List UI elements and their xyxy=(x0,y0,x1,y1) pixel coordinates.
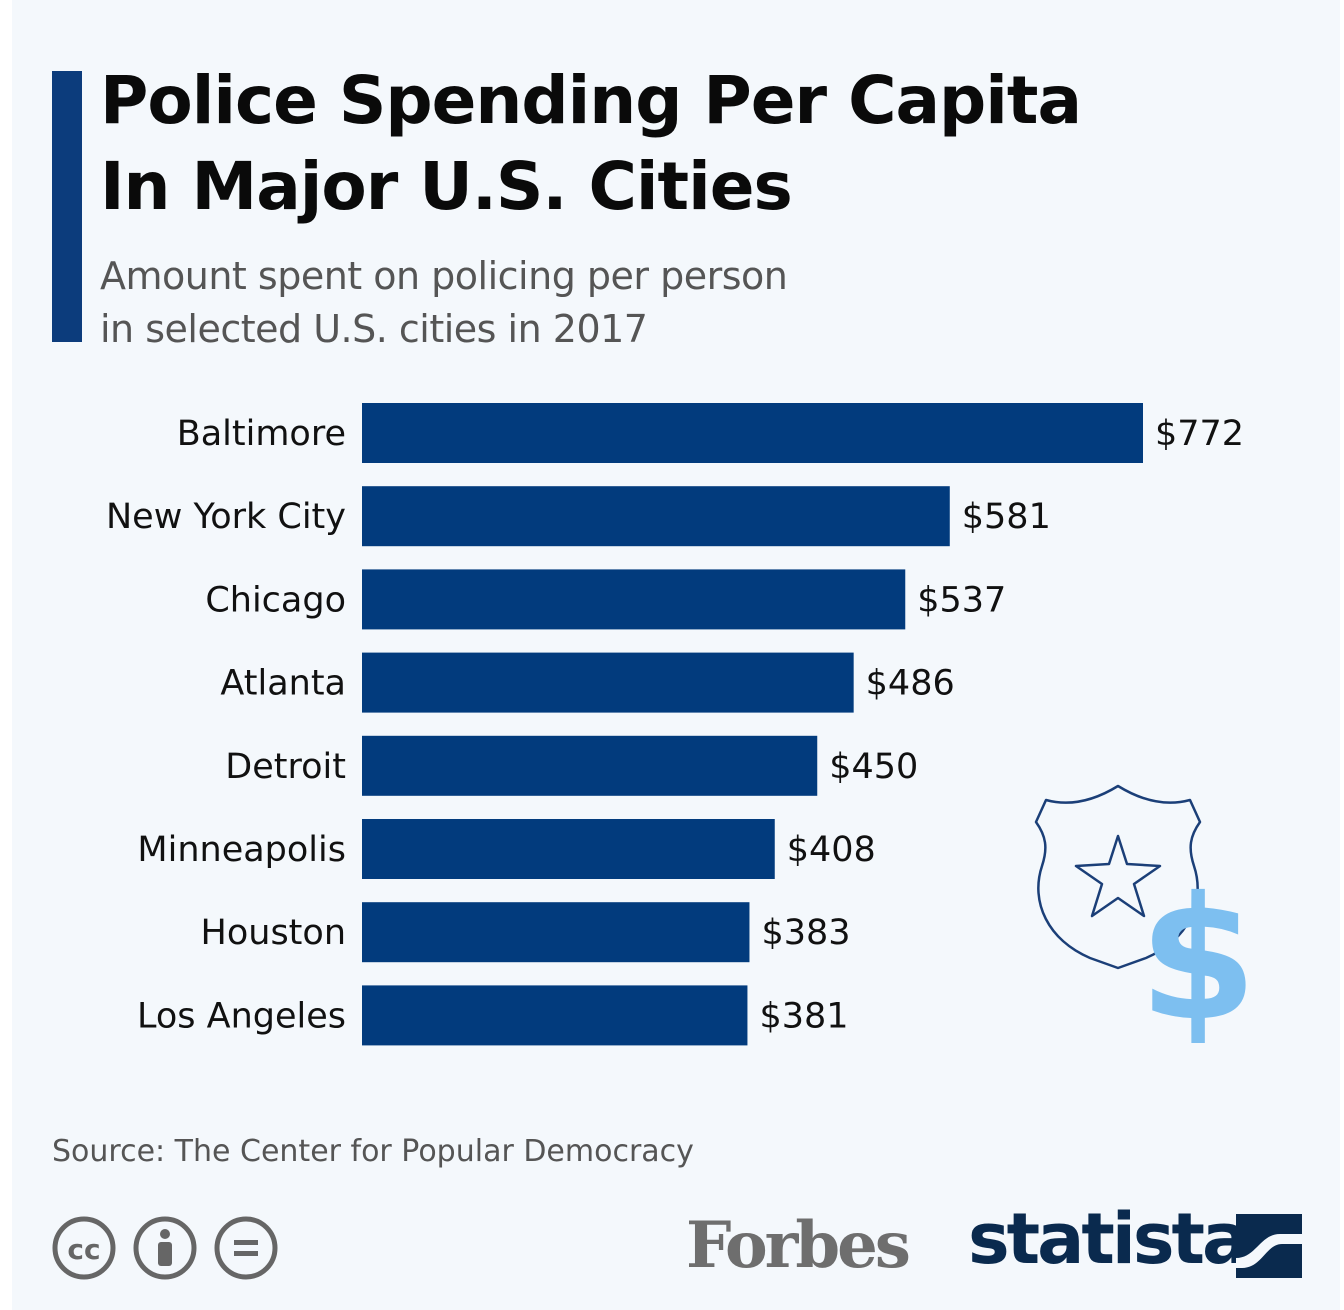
bar-atlanta xyxy=(362,652,854,713)
bar-new-york-city xyxy=(362,486,950,547)
category-label: Houston xyxy=(201,913,346,953)
source-note: Source: The Center for Popular Democracy xyxy=(52,1134,694,1169)
chart-title-line-2: In Major U.S. Cities xyxy=(100,148,793,225)
statista-logo-text: statista xyxy=(968,1198,1249,1280)
value-label: $383 xyxy=(761,913,850,953)
chart-subtitle: Amount spent on policing per person in s… xyxy=(100,250,1100,356)
value-label: $408 xyxy=(787,830,876,870)
value-label: $537 xyxy=(917,580,1006,620)
chart-title: Police Spending Per Capita In Major U.S.… xyxy=(100,58,1300,230)
category-label: Minneapolis xyxy=(137,830,346,870)
bars-layer: Baltimore $772 New York City $581 Chicago $53… xyxy=(106,403,1244,1046)
star-icon xyxy=(1074,834,1162,918)
svg-text:cc: cc xyxy=(67,1233,100,1266)
chart-title-line-1: Police Spending Per Capita xyxy=(100,62,1082,139)
category-label: New York City xyxy=(106,497,346,537)
chart-subtitle-line-2: in selected U.S. cities in 2017 xyxy=(100,307,648,351)
svg-text:$: $ xyxy=(1139,861,1257,1059)
category-label: Los Angeles xyxy=(137,996,346,1036)
value-label: $486 xyxy=(866,664,955,704)
category-label: Detroit xyxy=(225,747,346,787)
bar-houston xyxy=(362,902,750,963)
chart-subtitle-line-1: Amount spent on policing per person xyxy=(100,254,788,298)
bar-chicago xyxy=(362,569,906,630)
bar-minneapolis xyxy=(362,819,775,879)
bar-chart: Baltimore $772 New York City $581 Chicago $53… xyxy=(106,403,1257,1059)
title-accent-bar xyxy=(52,71,82,342)
value-label: $450 xyxy=(829,747,918,787)
license-icons: cc xyxy=(52,1216,278,1280)
nd-icon xyxy=(214,1216,278,1280)
police-badge-icon xyxy=(1034,784,1202,970)
category-label: Chicago xyxy=(205,580,346,620)
category-label: Atlanta xyxy=(220,664,346,704)
value-label: $772 xyxy=(1155,414,1244,454)
bar-baltimore xyxy=(362,403,1143,463)
value-label: $381 xyxy=(759,996,848,1036)
bar-los-angeles xyxy=(362,985,748,1046)
value-label: $581 xyxy=(962,497,1051,537)
category-label: Baltimore xyxy=(177,414,346,454)
by-icon xyxy=(133,1216,197,1280)
bar-detroit xyxy=(362,735,818,796)
cc-icon: cc xyxy=(52,1216,116,1280)
forbes-logo: Forbes xyxy=(686,1208,911,1283)
statista-logo-icon xyxy=(1236,1214,1302,1278)
dollar-icon: $ xyxy=(1139,861,1257,1059)
